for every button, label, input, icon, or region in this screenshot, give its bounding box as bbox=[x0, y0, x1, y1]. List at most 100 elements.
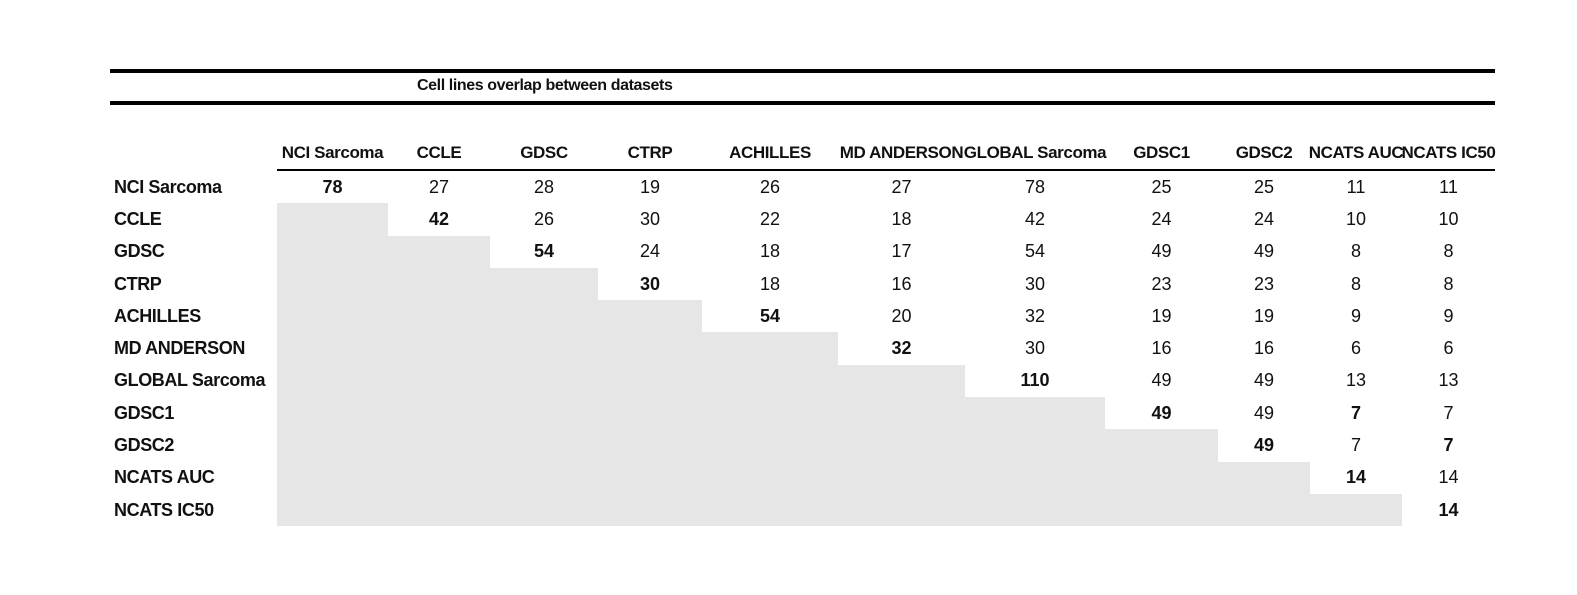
table-cell: 16 bbox=[891, 273, 912, 294]
table-cell: 8 bbox=[1350, 273, 1361, 294]
shaded-cell bbox=[388, 364, 490, 398]
table-cell: 18 bbox=[759, 273, 781, 294]
column-header-md-anderson: MD ANDERSON bbox=[838, 137, 965, 171]
shaded-cell bbox=[598, 493, 702, 527]
table-cell: 28 bbox=[533, 176, 555, 197]
table-cell: 13 bbox=[1438, 370, 1459, 391]
table-cell: 78 bbox=[1024, 176, 1046, 197]
column-header-ncats-auc: NCATS AUC bbox=[1309, 137, 1404, 171]
table-cell: 27 bbox=[891, 176, 912, 197]
overlap-matrix-table: NCI Sarcoma CCLE GDSC CTRP ACHILLES MD ANDERS… bbox=[110, 137, 1496, 527]
table-cell: 23 bbox=[1151, 273, 1172, 294]
shaded-cell bbox=[598, 332, 702, 365]
row-label-gdsc1: GDSC1 bbox=[114, 402, 175, 423]
table-cell: 23 bbox=[1253, 273, 1275, 294]
shaded-cell bbox=[702, 332, 838, 365]
table-cell: 49 bbox=[1253, 402, 1275, 423]
column-header-ccle: CCLE bbox=[388, 137, 490, 171]
column-header-achilles: ACHILLES bbox=[702, 137, 838, 171]
shaded-cell bbox=[1105, 493, 1218, 527]
shaded-cell bbox=[1218, 461, 1310, 494]
shaded-cell bbox=[388, 267, 490, 301]
table-cell: 10 bbox=[1345, 208, 1367, 229]
table-cell: 22 bbox=[759, 208, 781, 229]
row-label-achilles: ACHILLES bbox=[114, 305, 201, 326]
table-cell: 19 bbox=[639, 176, 661, 197]
shaded-cell bbox=[277, 203, 388, 236]
row-label-ctrp: CTRP bbox=[114, 273, 162, 294]
shaded-cell bbox=[277, 267, 388, 301]
table-cell: 13 bbox=[1345, 370, 1367, 391]
shaded-cell bbox=[490, 429, 598, 462]
table-cell: 9 bbox=[1350, 305, 1361, 326]
shaded-cell bbox=[277, 429, 388, 462]
table-cell: 54 bbox=[533, 241, 555, 262]
table-cell: 8 bbox=[1350, 241, 1361, 262]
shaded-cell bbox=[838, 493, 965, 527]
table-cell: 32 bbox=[891, 338, 912, 359]
table-cell: 30 bbox=[639, 208, 661, 229]
shaded-cell bbox=[965, 429, 1105, 462]
table-cell: 8 bbox=[1443, 241, 1454, 262]
table-cell: 24 bbox=[639, 241, 661, 262]
table-cell: 42 bbox=[1024, 208, 1046, 229]
table-cell: 7 bbox=[1443, 435, 1454, 456]
shaded-cell bbox=[490, 267, 598, 301]
table-cell: 9 bbox=[1443, 305, 1454, 326]
shaded-cell bbox=[702, 364, 838, 398]
table-cell: 6 bbox=[1443, 338, 1454, 359]
shaded-cell bbox=[598, 397, 702, 430]
shaded-cell bbox=[490, 300, 598, 333]
shaded-cell bbox=[702, 461, 838, 494]
row-label-md-anderson: MD ANDERSON bbox=[114, 338, 245, 359]
table-cell: 7 bbox=[1350, 402, 1361, 423]
shaded-cell bbox=[388, 332, 490, 365]
shaded-cell bbox=[277, 397, 388, 430]
shaded-cell bbox=[702, 493, 838, 527]
shaded-cell bbox=[702, 397, 838, 430]
shaded-cell bbox=[490, 493, 598, 527]
shaded-cell bbox=[702, 429, 838, 462]
shaded-cell bbox=[388, 300, 490, 333]
column-header-ncats-ic50: NCATS IC50 bbox=[1402, 137, 1496, 171]
table-cell: 19 bbox=[1253, 305, 1275, 326]
table-cell: 25 bbox=[1253, 176, 1275, 197]
table-cell: 6 bbox=[1350, 338, 1361, 359]
table-cell: 49 bbox=[1151, 402, 1172, 423]
shaded-cell bbox=[490, 461, 598, 494]
column-header-gdsc: GDSC bbox=[490, 137, 598, 171]
table-cell: 18 bbox=[759, 241, 781, 262]
shaded-cell bbox=[838, 429, 965, 462]
table-cell: 19 bbox=[1151, 305, 1172, 326]
table-cell: 110 bbox=[1020, 370, 1050, 391]
table-cell: 27 bbox=[428, 176, 450, 197]
shaded-cell bbox=[838, 364, 965, 398]
shaded-cell bbox=[1105, 429, 1218, 462]
shaded-cell bbox=[388, 429, 490, 462]
shaded-cell bbox=[490, 364, 598, 398]
shaded-cell bbox=[965, 493, 1105, 527]
shaded-cell bbox=[1218, 493, 1310, 527]
shaded-cell bbox=[277, 493, 388, 527]
table-cell: 26 bbox=[759, 176, 781, 197]
shaded-cell bbox=[277, 364, 388, 398]
shaded-cell bbox=[965, 397, 1105, 430]
column-header-gdsc1: GDSC1 bbox=[1105, 137, 1218, 171]
table-cell: 49 bbox=[1253, 241, 1275, 262]
table-cell: 49 bbox=[1253, 435, 1275, 456]
row-label-ncats-auc: NCATS AUC bbox=[114, 467, 215, 488]
shaded-cell bbox=[598, 300, 702, 333]
column-header-global-sarcoma: GLOBAL Sarcoma bbox=[964, 137, 1107, 171]
row-label-gdsc: GDSC bbox=[114, 241, 165, 262]
row-label-ccle: CCLE bbox=[114, 208, 162, 229]
table-cell: 25 bbox=[1151, 176, 1172, 197]
table-cell: 54 bbox=[759, 305, 781, 326]
table-cell: 16 bbox=[1151, 338, 1172, 359]
shaded-cell bbox=[277, 332, 388, 365]
shaded-cell bbox=[598, 364, 702, 398]
table-cell: 30 bbox=[1024, 273, 1046, 294]
table-cell: 7 bbox=[1443, 402, 1454, 423]
table-cell: 24 bbox=[1151, 208, 1172, 229]
table-cell: 30 bbox=[1024, 338, 1046, 359]
